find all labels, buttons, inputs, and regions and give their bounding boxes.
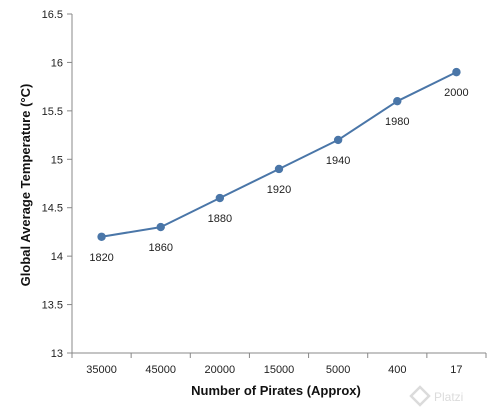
y-axis: 13 13.5 14 14.5 15 15.5 16 16.5 bbox=[42, 9, 73, 360]
series-layer bbox=[97, 67, 461, 241]
data-point bbox=[156, 222, 165, 232]
data-labels-layer: 1820 1860 1880 1920 1940 1980 2000 bbox=[89, 87, 468, 264]
data-label: 1920 bbox=[267, 184, 291, 196]
y-tick-label: 13.5 bbox=[42, 300, 63, 312]
data-label: 1880 bbox=[208, 213, 232, 225]
platzi-logo-icon bbox=[409, 385, 431, 407]
x-tick-label: 35000 bbox=[86, 364, 117, 376]
data-point bbox=[97, 232, 106, 241]
data-point bbox=[215, 193, 225, 203]
x-tick-label: 20000 bbox=[205, 364, 236, 376]
x-tick-label: 17 bbox=[450, 364, 462, 376]
data-label: 1860 bbox=[148, 242, 172, 254]
x-tick-label: 15000 bbox=[264, 364, 295, 376]
y-tick-label: 14.5 bbox=[42, 203, 63, 215]
x-axis: 35000 45000 20000 15000 5000 400 17 bbox=[71, 352, 487, 376]
x-tick-label: 400 bbox=[388, 364, 406, 376]
y-tick-label: 15 bbox=[51, 154, 63, 166]
y-tick-label: 16.5 bbox=[42, 9, 63, 21]
data-point bbox=[393, 96, 402, 106]
data-label: 1820 bbox=[89, 252, 113, 264]
y-tick-label: 13 bbox=[51, 348, 63, 360]
series-line bbox=[101, 71, 457, 238]
y-tick-label: 14 bbox=[51, 251, 63, 263]
y-tick-label: 15.5 bbox=[42, 106, 63, 118]
x-tick-label: 5000 bbox=[326, 364, 350, 376]
data-label: 1980 bbox=[385, 116, 409, 128]
data-point bbox=[274, 164, 284, 174]
x-axis-title: Number of Pirates (Approx) bbox=[191, 383, 361, 398]
data-label: 2000 bbox=[444, 87, 468, 99]
x-tick-label: 45000 bbox=[145, 364, 176, 376]
data-point bbox=[333, 135, 343, 145]
y-axis-title: Global Average Temperature (°C) bbox=[18, 84, 33, 287]
data-label: 1940 bbox=[326, 155, 350, 167]
y-tick-label: 16 bbox=[51, 57, 63, 69]
watermark-text: Platzi bbox=[434, 390, 463, 404]
data-point bbox=[452, 67, 461, 77]
watermark: Platzi bbox=[409, 385, 463, 407]
